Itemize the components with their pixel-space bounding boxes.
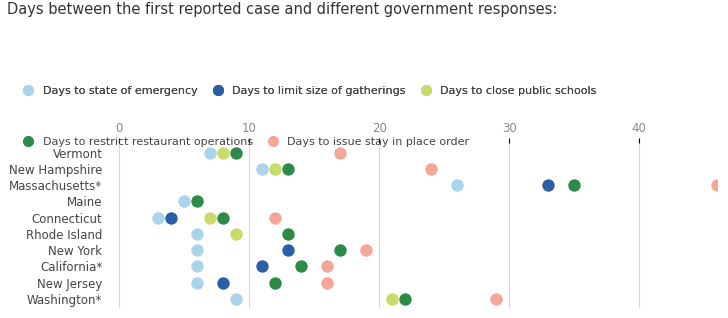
Point bbox=[205, 150, 216, 156]
Point bbox=[231, 150, 242, 156]
Point bbox=[256, 264, 268, 269]
Point bbox=[491, 296, 502, 301]
Point bbox=[191, 199, 203, 204]
Point bbox=[387, 296, 398, 301]
Point bbox=[256, 167, 268, 172]
Point bbox=[191, 280, 203, 285]
Legend: Days to restrict restaurant operations, Days to issue stay in place order: Days to restrict restaurant operations, … bbox=[13, 133, 474, 152]
Point bbox=[152, 215, 164, 220]
Point bbox=[451, 183, 463, 188]
Point bbox=[542, 183, 554, 188]
Point bbox=[218, 150, 229, 156]
Point bbox=[191, 247, 203, 252]
Point bbox=[296, 264, 307, 269]
Point bbox=[269, 167, 281, 172]
Point bbox=[205, 215, 216, 220]
Point bbox=[218, 215, 229, 220]
Point bbox=[178, 199, 190, 204]
Point bbox=[711, 183, 723, 188]
Point bbox=[569, 183, 580, 188]
Legend: Days to state of emergency, Days to limit size of gatherings, Days to close publ: Days to state of emergency, Days to limi… bbox=[13, 82, 601, 101]
Point bbox=[425, 167, 437, 172]
Point bbox=[269, 215, 281, 220]
Point bbox=[334, 247, 346, 252]
Point bbox=[282, 167, 294, 172]
Point bbox=[231, 296, 242, 301]
Point bbox=[269, 280, 281, 285]
Point bbox=[231, 231, 242, 236]
Point bbox=[322, 280, 333, 285]
Point bbox=[218, 280, 229, 285]
Point bbox=[191, 231, 203, 236]
Point bbox=[322, 264, 333, 269]
Point bbox=[282, 247, 294, 252]
Point bbox=[400, 296, 411, 301]
Point bbox=[165, 215, 177, 220]
Point bbox=[282, 231, 294, 236]
Point bbox=[191, 264, 203, 269]
Point bbox=[334, 150, 346, 156]
Text: Days between the first reported case and different government responses:: Days between the first reported case and… bbox=[7, 2, 558, 17]
Point bbox=[360, 247, 372, 252]
